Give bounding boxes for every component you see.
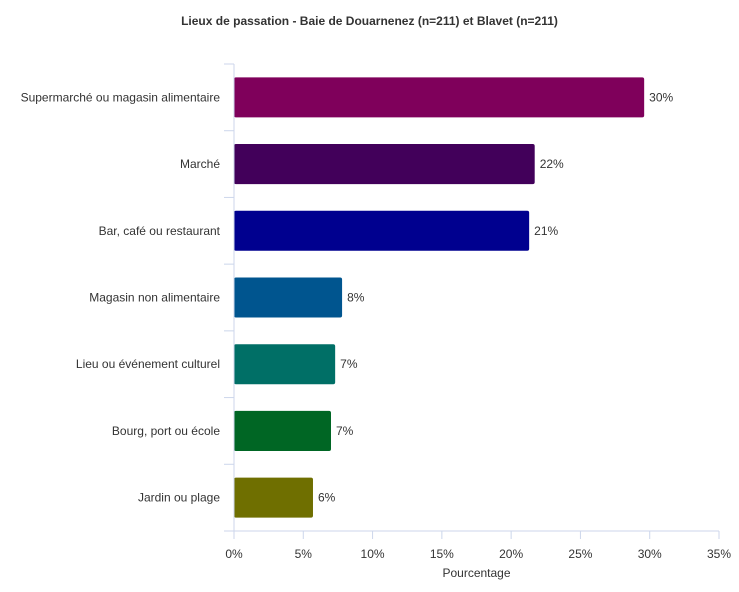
x-tick-labels: 0% 5% 10% 15% 20% 25% 30% 35%: [225, 547, 731, 561]
category-label: Jardin ou plage: [138, 491, 220, 505]
data-label: 21%: [534, 224, 558, 238]
category-label: Bourg, port ou école: [112, 424, 220, 438]
bar[interactable]: [234, 277, 343, 318]
category-label: Marché: [180, 157, 220, 171]
x-tick-label: 5%: [295, 547, 313, 561]
bars-group: [234, 77, 645, 518]
x-tick-label: 10%: [361, 547, 385, 561]
bar[interactable]: [234, 410, 331, 451]
bar[interactable]: [234, 77, 645, 118]
chart-title: Lieux de passation - Baie de Douarnenez …: [181, 14, 558, 28]
x-axis-title: Pourcentage: [442, 566, 510, 580]
bar[interactable]: [234, 344, 336, 385]
x-tick-label: 20%: [499, 547, 523, 561]
bar[interactable]: [234, 144, 535, 185]
data-label: 22%: [540, 157, 564, 171]
data-labels: 30% 22% 21% 8% 7% 7% 6%: [318, 90, 674, 504]
x-tick-label: 35%: [707, 547, 731, 561]
data-label: 30%: [649, 90, 673, 104]
x-tick-label: 25%: [568, 547, 592, 561]
axes: [224, 63, 720, 539]
data-label: 6%: [318, 491, 336, 505]
x-tick-label: 15%: [430, 547, 454, 561]
category-label: Magasin non alimentaire: [89, 291, 220, 305]
data-label: 7%: [336, 424, 354, 438]
category-label: Bar, café ou restaurant: [99, 224, 221, 238]
category-label: Lieu ou événement culturel: [76, 357, 220, 371]
data-label: 8%: [347, 291, 365, 305]
data-label: 7%: [340, 357, 358, 371]
x-tick-label: 30%: [638, 547, 662, 561]
category-labels: Supermarché ou magasin alimentaire Marché…: [21, 90, 221, 504]
x-tick-label: 0%: [225, 547, 243, 561]
bar[interactable]: [234, 210, 530, 251]
category-label: Supermarché ou magasin alimentaire: [21, 90, 221, 104]
bar[interactable]: [234, 477, 313, 518]
